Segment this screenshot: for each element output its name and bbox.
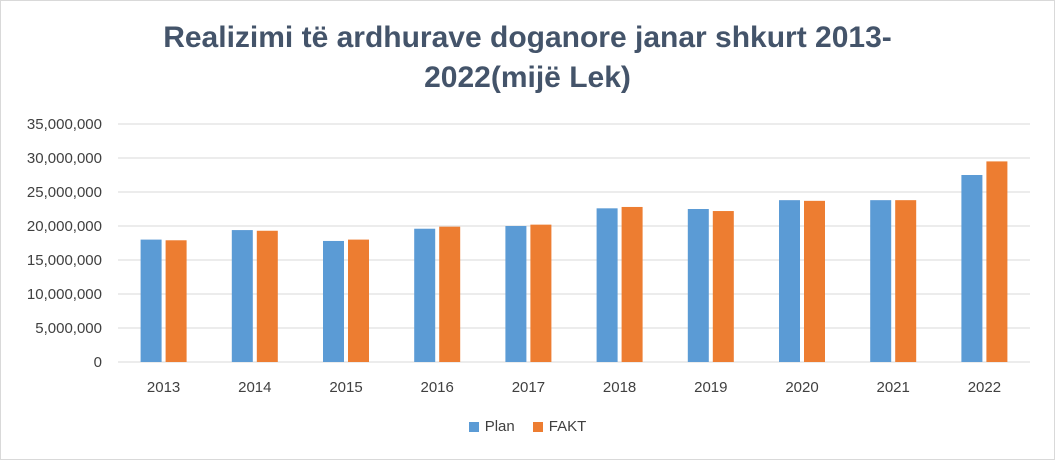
x-tick-label: 2016 — [421, 379, 454, 396]
y-tick-label: 35,000,000 — [27, 116, 102, 133]
x-tick-label: 2017 — [512, 379, 545, 396]
legend-swatch-plan — [468, 421, 479, 432]
legend-swatch-fakt — [532, 421, 543, 432]
legend: Plan FAKT — [0, 418, 1055, 435]
chart-title-line-2: 2022(mijë Lek) — [424, 61, 631, 94]
x-tick-label: 2019 — [694, 379, 727, 396]
chart-title: Realizimi të ardhurave doganore janar sh… — [0, 18, 1055, 98]
bar-plan-2017 — [505, 226, 527, 362]
bar-fakt-2016 — [439, 226, 461, 362]
y-tick-label: 20,000,000 — [27, 218, 102, 235]
bar-fakt-2022 — [986, 161, 1008, 362]
x-tick-label: 2020 — [785, 379, 818, 396]
bar-fakt-2020 — [804, 200, 825, 362]
bar-plan-2022 — [961, 175, 983, 362]
legend-label-fakt: FAKT — [548, 418, 587, 435]
y-tick-label: 15,000,000 — [27, 252, 102, 269]
bar-plan-2016 — [414, 228, 436, 362]
y-tick-label: 30,000,000 — [27, 150, 102, 167]
legend-item-fakt: FAKT — [532, 418, 587, 435]
bar-plan-2019 — [687, 209, 709, 362]
gridlines — [118, 123, 1030, 363]
bar-plan-2020 — [779, 200, 800, 362]
bar-fakt-2015 — [348, 239, 369, 362]
bar-plan-2014 — [231, 230, 253, 362]
bar-fakt-2013 — [165, 240, 187, 362]
y-tick-label: 0 — [94, 354, 102, 371]
y-tick-label: 10,000,000 — [27, 286, 102, 303]
y-tick-label: 5,000,000 — [35, 320, 102, 337]
bar-plan-2018 — [596, 208, 618, 362]
y-tick-label: 25,000,000 — [27, 184, 102, 201]
x-tick-label: 2018 — [603, 379, 636, 396]
bar-fakt-2014 — [256, 230, 278, 362]
chart-title-line-1: Realizimi të ardhurave doganore janar sh… — [163, 21, 892, 54]
x-tick-label: 2014 — [238, 379, 271, 396]
bar-plan-2013 — [140, 239, 162, 362]
x-tick-label: 2015 — [329, 379, 362, 396]
x-axis: 2013 2014 2015 2016 2017 2018 2019 2020 2021 2022 — [147, 379, 1001, 396]
y-axis: 0 5,000,000 10,000,000 15,000,000 20,000,000… — [27, 116, 102, 371]
legend-item-plan: Plan — [468, 418, 515, 435]
bar-plan-2015 — [323, 240, 344, 362]
x-tick-label: 2021 — [877, 379, 910, 396]
bar-fakt-2018 — [621, 206, 643, 362]
x-tick-label: 2013 — [147, 379, 180, 396]
bar-plan-2021 — [870, 200, 892, 362]
bar-fakt-2019 — [712, 211, 734, 362]
bar-fakt-2021 — [895, 200, 917, 362]
bar-fakt-2017 — [530, 224, 552, 362]
legend-label-plan: Plan — [484, 418, 515, 435]
x-tick-label: 2022 — [968, 379, 1001, 396]
bars — [140, 161, 1008, 362]
